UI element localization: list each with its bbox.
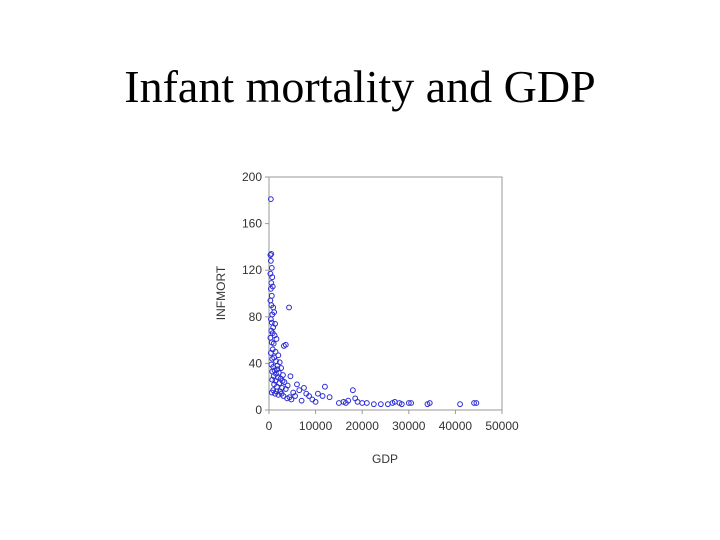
data-point [457,401,463,408]
data-point [273,336,280,342]
data-point [292,393,299,399]
data-point [267,316,274,323]
data-point [426,400,433,406]
data-point [315,390,321,397]
data-point [363,400,370,406]
data-point [278,365,285,371]
data-point [384,401,391,408]
data-point [288,396,295,403]
data-point [269,283,276,290]
data-point [298,397,305,404]
slide-title: Infant mortality and GDP [124,61,596,112]
x-tick-label: 50000 [485,419,519,433]
y-tick-label: 200 [242,170,262,184]
x-tick-label: 30000 [392,419,426,433]
data-point [275,352,282,359]
data-point [349,387,356,394]
data-point [473,400,480,406]
data-point [268,292,275,299]
data-point [267,196,274,203]
data-point [342,400,349,406]
y-tick-label: 80 [249,310,263,324]
x-tick-label: 0 [266,419,273,433]
data-point [273,388,280,395]
y-tick-label: 160 [242,217,262,231]
x-tick-label: 10000 [299,419,333,433]
data-point [268,280,275,286]
data-point [281,343,287,349]
data-point [269,376,276,383]
data-point [286,304,292,311]
data-point [326,394,333,401]
data-point [279,377,286,384]
data-point [282,386,289,392]
y-tick-label: 0 [255,403,262,417]
data-point [301,384,307,391]
data-point [408,400,415,406]
data-point [268,264,275,271]
data-point [268,250,275,257]
data-point [336,400,342,406]
data-point [294,381,300,388]
x-tick-label: 40000 [439,419,473,433]
data-points [267,196,480,408]
data-point [287,373,294,380]
data-point [274,366,281,373]
x-tick-label: 20000 [346,419,380,433]
data-point [267,252,274,258]
y-axis-title: INFMORT [214,265,228,320]
data-point [359,400,366,406]
data-point [306,393,312,399]
data-point [278,390,285,397]
data-point [319,393,326,399]
data-point [267,257,274,264]
data-point [354,398,361,405]
x-axis-title: GDP [372,452,398,466]
data-point [398,401,405,408]
data-point [405,400,412,406]
y-tick-label: 40 [249,356,263,370]
plot-frame [268,176,503,411]
data-point [312,398,319,405]
y-tick-label: 120 [242,263,262,277]
data-point [377,401,384,408]
data-point [471,400,477,406]
x-axis: 0 10000 20000 30000 40000 50000 [266,410,519,433]
data-point [267,350,274,356]
y-axis: 0 40 80 120 160 200 [242,170,269,417]
data-point [322,383,328,390]
data-point [270,340,277,347]
data-point [269,274,276,281]
data-point [370,401,377,408]
data-point [296,387,303,394]
